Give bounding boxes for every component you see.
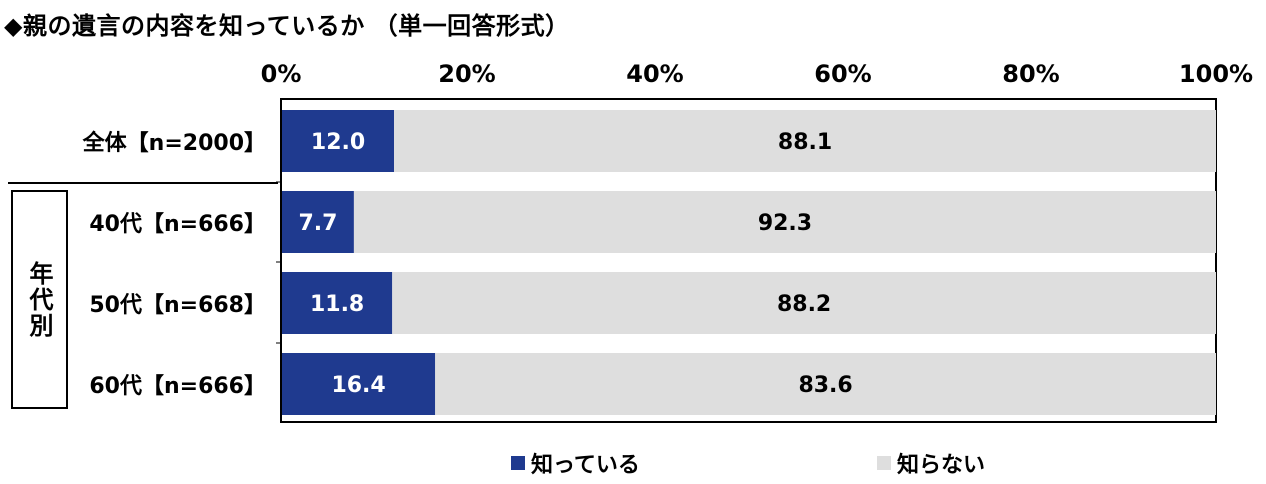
group-label: 年代別 [25, 260, 53, 339]
bar-know-2 [282, 272, 393, 334]
data-label-know-2: 11.8 [310, 292, 364, 317]
x-tick-40: 40% [626, 60, 684, 88]
row-label-total: 全体【n=2000】 [82, 131, 266, 156]
x-tick-100: 100% [1178, 60, 1254, 88]
data-label-know-1: 7.7 [298, 211, 337, 236]
bar-dont-know-0 [394, 110, 1217, 172]
data-label-dont-know-3: 83.6 [798, 373, 852, 398]
data-label-know-0: 12.0 [311, 130, 365, 155]
bar-know-3 [282, 353, 436, 415]
legend-label-know: 知っている [531, 453, 640, 478]
data-label-dont-know-1: 92.3 [758, 211, 812, 236]
bar-know-1 [282, 191, 354, 253]
row-label-40s: 40代【n=666】 [89, 212, 266, 237]
bar-dont-know-3 [435, 353, 1216, 415]
data-label-dont-know-0: 88.1 [778, 130, 832, 155]
row-label-50s: 50代【n=668】 [89, 293, 266, 318]
legend-label-dont-know: 知らない [897, 453, 986, 478]
data-label-know-3: 16.4 [331, 373, 385, 398]
group-box [11, 190, 68, 409]
legend-swatch-know [511, 456, 525, 470]
group-separator [8, 182, 278, 184]
bar-dont-know-2 [392, 272, 1216, 334]
bar-dont-know-1 [353, 191, 1217, 253]
chart-title: ◆親の遺言の内容を知っているか （単一回答形式） [4, 12, 570, 40]
data-label-dont-know-2: 88.2 [777, 292, 831, 317]
legend-item-know: 知っている [511, 447, 640, 479]
x-tick-20: 20% [438, 60, 496, 88]
bar-know-0 [282, 110, 395, 172]
x-tick-60: 60% [814, 60, 872, 88]
row-label-60s: 60代【n=666】 [89, 374, 266, 399]
x-tick-80: 80% [1002, 60, 1060, 88]
legend-swatch-dont-know [877, 456, 891, 470]
legend-item-dont-know: 知らない [877, 447, 985, 479]
x-tick-0: 0% [260, 60, 302, 88]
